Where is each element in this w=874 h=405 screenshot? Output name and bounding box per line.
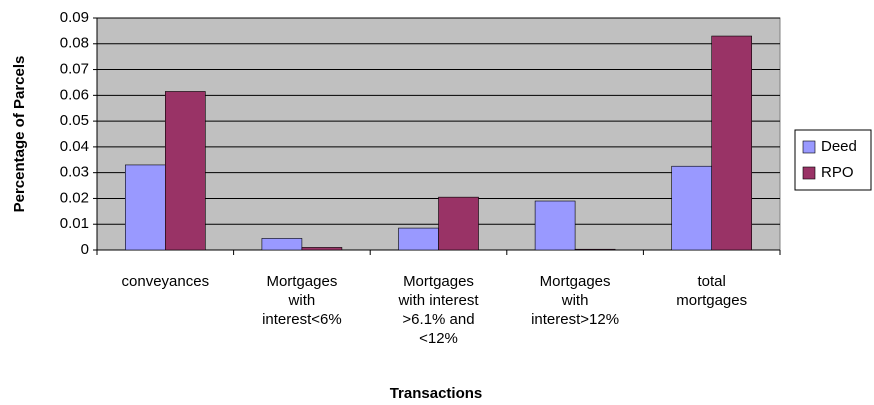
y-tick-label: 0.02 (60, 189, 89, 206)
y-tick-label: 0.03 (60, 164, 89, 181)
y-tick-label: 0.07 (60, 61, 89, 78)
bar (125, 164, 166, 251)
bar (711, 35, 753, 251)
x-axis-label: Transactions (390, 385, 483, 402)
y-tick-label: 0 (81, 241, 89, 258)
x-tick-label: conveyances (121, 273, 210, 290)
bar (165, 91, 206, 251)
bar (534, 200, 576, 251)
x-tick-label: total mortgages (676, 273, 748, 309)
bar (438, 196, 479, 251)
legend-box (794, 129, 872, 191)
bar (671, 165, 713, 251)
y-tick-label: 0.06 (60, 86, 89, 103)
x-tick-label: Mortgages with interest >6.1% and <12% (398, 273, 479, 347)
bar (301, 247, 343, 251)
bar (398, 227, 439, 251)
y-axis-label: Percentage of Parcels (11, 56, 28, 213)
legend-swatch (802, 166, 816, 180)
y-tick-label: 0.01 (60, 215, 89, 232)
y-tick-label: 0.09 (60, 9, 89, 26)
bar (261, 238, 303, 251)
legend-swatch (802, 140, 816, 154)
y-tick-label: 0.05 (60, 112, 89, 129)
x-tick-label: Mortgages with interest>12% (531, 273, 620, 328)
y-tick-label: 0.08 (60, 35, 89, 52)
x-tick-label: Mortgages with interest<6% (262, 273, 342, 328)
legend-label: Deed (821, 138, 857, 155)
y-tick-label: 0.04 (60, 138, 89, 155)
bar (574, 248, 616, 251)
legend-label: RPO (821, 164, 854, 181)
